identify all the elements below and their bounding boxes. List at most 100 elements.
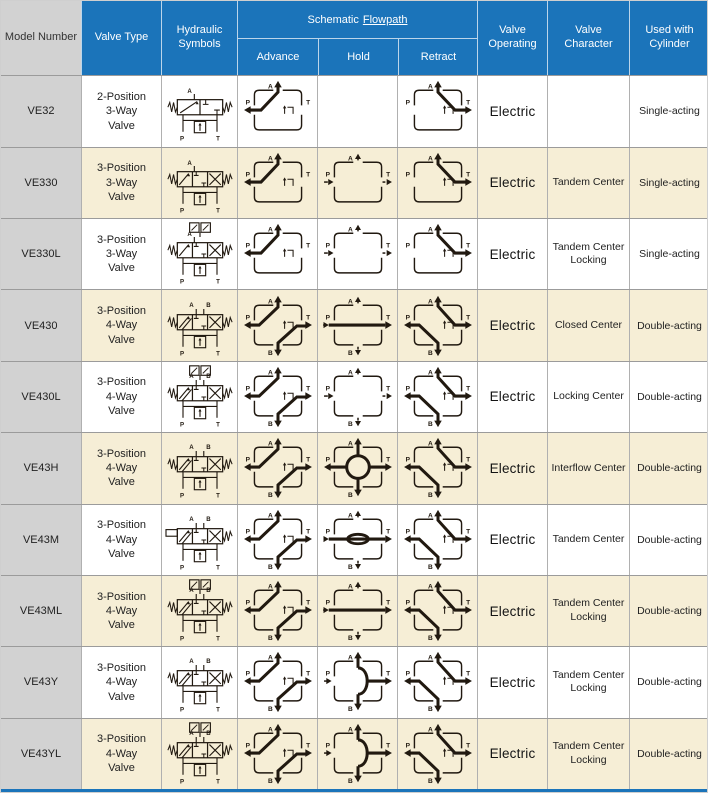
valve-type-line: 4-Way bbox=[105, 676, 138, 689]
svg-text:T: T bbox=[386, 742, 390, 749]
svg-text:A: A bbox=[268, 655, 273, 662]
model-cell: VE43H bbox=[1, 433, 81, 504]
valve-character-cell: Tandem Center Locking bbox=[547, 647, 629, 718]
model-number: VE330 bbox=[24, 176, 58, 189]
svg-text:P: P bbox=[180, 207, 184, 214]
header-hold: Hold bbox=[318, 39, 398, 76]
table-row: VE43H 3-Position 4-Way Valve A B P T P T A B P T A B P T A… bbox=[1, 432, 707, 504]
flowpath-retract-diagram: P T A B bbox=[403, 723, 472, 785]
svg-text:B: B bbox=[206, 516, 211, 523]
model-number: VE43H bbox=[23, 462, 59, 475]
table-row: VE43ML 3-Position 4-Way Valve A B P T P T A B P T A B P T… bbox=[1, 574, 707, 647]
model-number: VE43YL bbox=[20, 747, 62, 760]
svg-text:A: A bbox=[428, 155, 433, 162]
svg-text:T: T bbox=[466, 385, 470, 392]
flowpath-retract-diagram: P T A B bbox=[403, 652, 472, 714]
svg-text:P: P bbox=[405, 457, 410, 464]
flowpath-retract-diagram: P T A bbox=[405, 223, 472, 274]
svg-text:A: A bbox=[348, 583, 353, 590]
svg-text:T: T bbox=[216, 350, 220, 357]
hydraulic-symbol-diagram: A P T bbox=[166, 222, 233, 285]
valve-operating-cell: Electric bbox=[477, 76, 547, 147]
svg-text:B: B bbox=[348, 778, 353, 785]
svg-text:P: P bbox=[245, 528, 250, 535]
svg-text:T: T bbox=[466, 742, 470, 749]
valve-type-cell: 3-Position 4-Way Valve bbox=[81, 433, 161, 504]
valve-operating-cell: Electric bbox=[477, 218, 547, 290]
svg-text:T: T bbox=[306, 528, 310, 535]
svg-text:B: B bbox=[268, 778, 273, 785]
svg-text:P: P bbox=[325, 457, 330, 464]
valve-type-line: 4-Way bbox=[105, 533, 138, 546]
hydraulic-symbol-diagram: A B P T bbox=[166, 722, 233, 785]
cylinder-cell: Double-acting bbox=[629, 647, 707, 718]
svg-text:B: B bbox=[348, 707, 353, 714]
valve-type-cell: 3-Position 3-Way Valve bbox=[81, 218, 161, 290]
valve-character-cell: Tandem Center Locking bbox=[547, 218, 629, 290]
model-cell: VE32 bbox=[1, 76, 81, 147]
valve-operating-cell: Electric bbox=[477, 575, 547, 647]
flowpath-hold-diagram: P T A B bbox=[323, 723, 392, 785]
svg-text:P: P bbox=[325, 243, 330, 250]
svg-text:A: A bbox=[189, 730, 194, 737]
svg-text:T: T bbox=[466, 243, 470, 250]
flowpath-hold-diagram-cell: P T A bbox=[317, 147, 397, 218]
svg-text:A: A bbox=[428, 298, 433, 305]
svg-text:P: P bbox=[405, 314, 410, 321]
model-number: VE43ML bbox=[19, 605, 63, 618]
svg-text:A: A bbox=[268, 441, 273, 448]
valve-operating-cell: Electric bbox=[477, 504, 547, 575]
valve-type-line: Valve bbox=[108, 190, 135, 203]
model-cell: VE430 bbox=[1, 290, 81, 361]
valve-character-cell: Locking Center bbox=[547, 361, 629, 433]
svg-text:T: T bbox=[216, 564, 220, 571]
valve-operating-cell: Electric bbox=[477, 361, 547, 433]
hydraulic-symbol-cell: A B P T bbox=[161, 361, 237, 433]
svg-text:B: B bbox=[268, 350, 273, 357]
svg-text:A: A bbox=[428, 84, 433, 91]
valve-character-cell: Tandem Center bbox=[547, 504, 629, 575]
hydraulic-symbol-diagram: A P T bbox=[166, 88, 233, 143]
svg-text:A: A bbox=[268, 583, 273, 590]
svg-text:T: T bbox=[306, 671, 310, 678]
cylinder-cell: Double-acting bbox=[629, 433, 707, 504]
valve-type-line: 4-Way bbox=[105, 747, 138, 760]
valve-operating-cell: Electric bbox=[477, 290, 547, 361]
svg-text:A: A bbox=[348, 655, 353, 662]
valve-character-cell: Tandem Center Locking bbox=[547, 718, 629, 790]
flowpath-hold-diagram-cell: P T A B bbox=[317, 504, 397, 575]
valve-type-line: 3-Way bbox=[105, 248, 138, 260]
flowpath-hold-diagram: P T A B bbox=[322, 510, 392, 571]
svg-text:A: A bbox=[428, 726, 433, 733]
svg-text:P: P bbox=[405, 671, 410, 678]
flowpath-retract-diagram-cell: P T A B bbox=[397, 433, 477, 504]
table-row: VE43M 3-Position 4-Way Valve A B P T P T A B P T A B P T A… bbox=[1, 503, 707, 575]
svg-text:T: T bbox=[466, 171, 470, 178]
svg-text:T: T bbox=[216, 207, 220, 214]
flowpath-retract-diagram-cell: P T A B bbox=[397, 575, 477, 647]
svg-text:P: P bbox=[405, 599, 410, 606]
svg-text:B: B bbox=[428, 493, 433, 500]
svg-text:P: P bbox=[245, 599, 250, 606]
flowpath-advance-diagram: P T A B bbox=[243, 295, 312, 357]
cylinder-cell: Double-acting bbox=[629, 290, 707, 361]
header-retract: Retract bbox=[398, 39, 478, 76]
valve-type-line: 3-Position bbox=[97, 519, 146, 532]
svg-text:T: T bbox=[216, 278, 220, 285]
svg-text:T: T bbox=[216, 635, 220, 642]
svg-text:P: P bbox=[245, 742, 250, 749]
header-schematic-flowpath-group: Schematic Flowpath Advance Hold Retract bbox=[237, 1, 478, 76]
svg-text:A: A bbox=[187, 231, 192, 238]
valve-type-line: Valve bbox=[108, 619, 135, 632]
svg-text:T: T bbox=[386, 528, 390, 535]
svg-text:P: P bbox=[405, 528, 410, 535]
header-valve-operating: Valve Operating bbox=[477, 1, 547, 76]
svg-text:A: A bbox=[268, 369, 273, 376]
model-number: VE430L bbox=[21, 390, 61, 403]
model-cell: VE43YL bbox=[1, 718, 81, 790]
valve-character-cell: Closed Center bbox=[547, 290, 629, 361]
bottom-border-bar bbox=[1, 789, 707, 792]
flowpath-advance-diagram-cell: P T A B bbox=[237, 718, 317, 790]
flowpath-retract-diagram-cell: P T A bbox=[397, 147, 477, 218]
svg-text:A: A bbox=[348, 512, 353, 519]
